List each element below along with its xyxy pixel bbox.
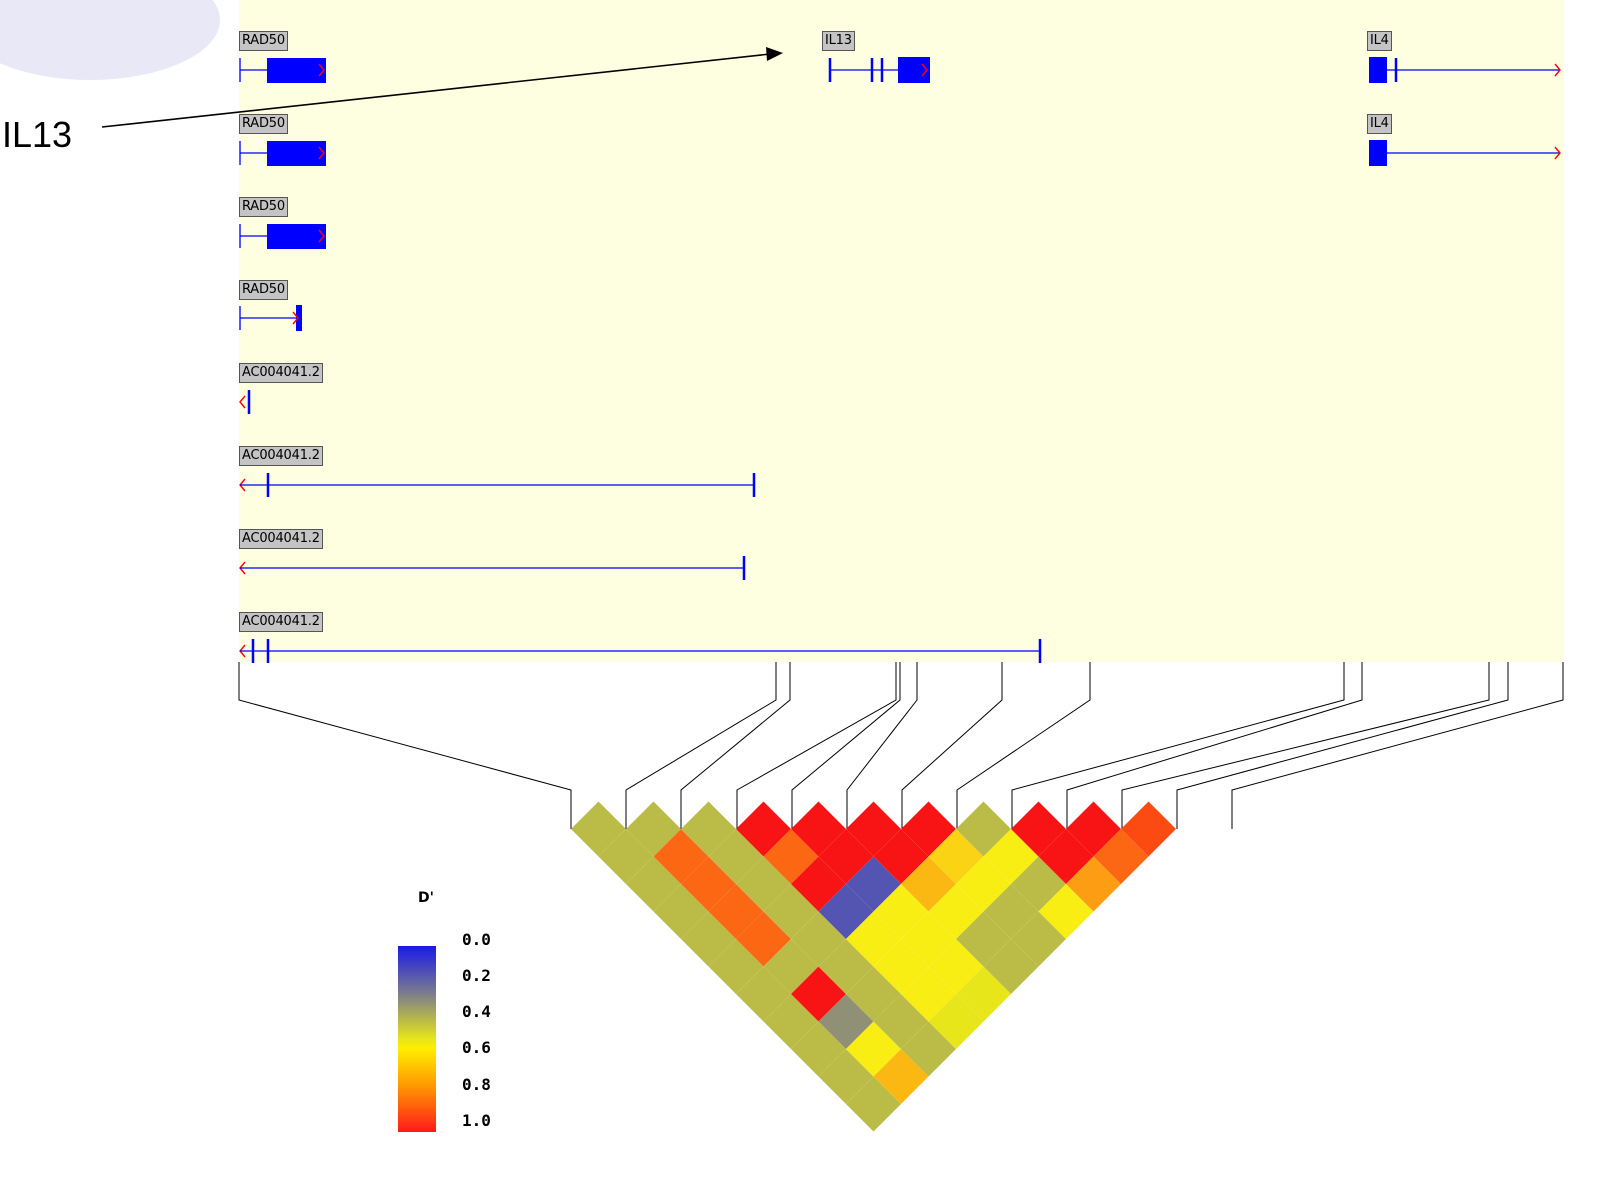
gene-models bbox=[239, 57, 1561, 663]
strand-arrow bbox=[1554, 146, 1561, 160]
legend-title: D' bbox=[418, 890, 434, 906]
strand-arrow bbox=[292, 311, 299, 325]
snp-connector-line bbox=[1121, 662, 1490, 829]
gene-track-panel bbox=[239, 0, 1564, 662]
gene-label-ac004041-4[interactable]: AC004041.2 bbox=[239, 612, 323, 632]
legend-tick: 0.2 bbox=[462, 966, 491, 985]
il13-callout-arrow bbox=[101, 47, 783, 128]
callout-arrow-line bbox=[101, 53, 771, 128]
legend-tick: 0.0 bbox=[462, 930, 491, 949]
gene-label-ac004041-1[interactable]: AC004041.2 bbox=[239, 363, 323, 383]
gene-label-rad50-4[interactable]: RAD50 bbox=[239, 280, 288, 300]
exon-block bbox=[1369, 57, 1387, 83]
ld-cell bbox=[1121, 801, 1176, 857]
exon-block bbox=[267, 58, 326, 83]
gene-label-ac004041-3[interactable]: AC004041.2 bbox=[239, 529, 323, 549]
legend-tick: 0.4 bbox=[462, 1002, 491, 1021]
gene-label-ac004041-2[interactable]: AC004041.2 bbox=[239, 446, 323, 466]
ld-heatmap bbox=[571, 801, 1176, 1132]
legend-tick: 1.0 bbox=[462, 1111, 491, 1130]
exon-block bbox=[1369, 140, 1387, 166]
legend-tick: 0.6 bbox=[462, 1038, 491, 1057]
exon-block bbox=[296, 305, 302, 331]
gene-label-il4-2[interactable]: IL4 bbox=[1367, 114, 1392, 134]
legend-tick: 0.8 bbox=[462, 1075, 491, 1094]
strand-arrow bbox=[1554, 63, 1561, 77]
gene-label-il4-1[interactable]: IL4 bbox=[1367, 31, 1392, 51]
exon-block bbox=[267, 141, 326, 166]
gene-label-rad50-1[interactable]: RAD50 bbox=[239, 31, 288, 51]
snp-connector-line bbox=[901, 662, 1003, 829]
snp-connector-line bbox=[791, 662, 901, 829]
gene-label-il13[interactable]: IL13 bbox=[822, 31, 855, 51]
strand-arrow bbox=[239, 395, 246, 409]
exon-block bbox=[898, 57, 930, 83]
callout-label: IL13 bbox=[2, 114, 73, 155]
strand-arrow bbox=[318, 63, 325, 77]
snp-connector-line bbox=[956, 662, 1091, 829]
snp-connector-line bbox=[846, 662, 918, 829]
strand-arrow bbox=[921, 63, 928, 77]
snp-connector-line bbox=[1231, 662, 1564, 829]
strand-arrow bbox=[318, 229, 325, 243]
snp-connector-line bbox=[736, 662, 897, 829]
snp-connector-line bbox=[1176, 662, 1509, 829]
strand-arrow bbox=[318, 146, 325, 160]
legend-color-bar bbox=[398, 946, 436, 1132]
callout-arrowhead bbox=[766, 47, 783, 61]
snp-connector-line bbox=[1011, 662, 1345, 829]
gene-label-rad50-3[interactable]: RAD50 bbox=[239, 197, 288, 217]
snp-connector-lines bbox=[238, 662, 1564, 829]
gene-label-rad50-2[interactable]: RAD50 bbox=[239, 114, 288, 134]
snp-connector-line bbox=[1066, 662, 1363, 829]
snp-connector-line bbox=[625, 662, 777, 829]
exon-block bbox=[267, 224, 326, 249]
snp-connector-line bbox=[238, 662, 572, 829]
snp-connector-line bbox=[680, 662, 791, 829]
